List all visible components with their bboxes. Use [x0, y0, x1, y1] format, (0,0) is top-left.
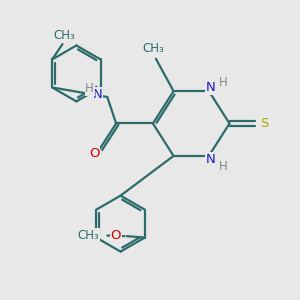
Text: N: N	[206, 81, 215, 94]
Text: N: N	[206, 153, 215, 166]
Text: CH₃: CH₃	[53, 29, 75, 42]
Text: S: S	[260, 117, 268, 130]
Text: O: O	[89, 147, 99, 160]
Text: H: H	[219, 76, 227, 89]
Text: CH₃: CH₃	[142, 42, 164, 55]
Text: CH₃: CH₃	[77, 229, 99, 242]
Text: H: H	[85, 82, 94, 95]
Text: N: N	[92, 88, 102, 101]
Text: O: O	[111, 229, 121, 242]
Text: H: H	[219, 160, 227, 173]
